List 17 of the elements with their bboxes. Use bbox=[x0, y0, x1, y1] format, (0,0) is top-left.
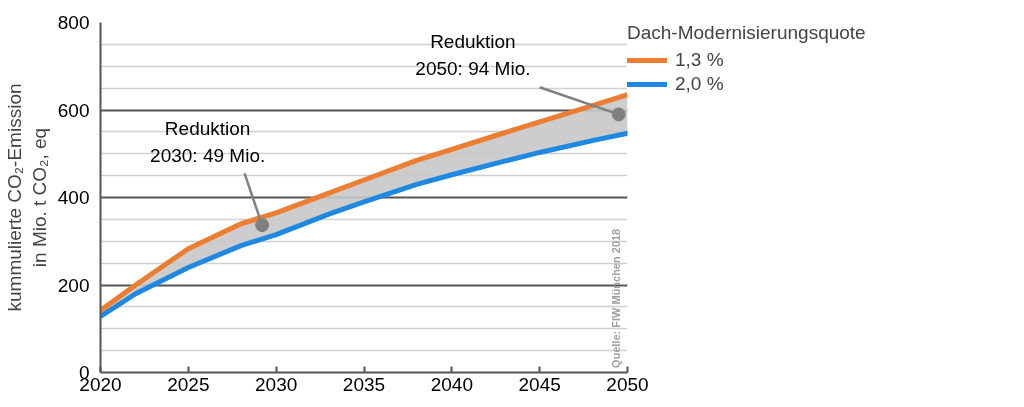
y-tick-label: 800 bbox=[57, 12, 90, 33]
x-tick-label: 2025 bbox=[167, 373, 210, 395]
legend-title: Dach-Modernisierungsquote bbox=[627, 22, 866, 44]
y-tick-label: 200 bbox=[57, 274, 90, 296]
x-tick-label: 2035 bbox=[342, 373, 386, 395]
x-tick-label: 2040 bbox=[430, 373, 473, 395]
x-tick-label: 2030 bbox=[255, 373, 298, 395]
y-tick-label: 400 bbox=[57, 187, 90, 208]
x-tick-label: 2045 bbox=[518, 373, 561, 395]
y-axis-title: kummulierte CO₂-Emission in Mio. t CO₂, eq bbox=[3, 83, 50, 312]
x-tick-label: 2050 bbox=[606, 373, 649, 395]
legend-label: 2,0 % bbox=[675, 73, 724, 95]
annotation: Reduktion 2030: 49 Mio. bbox=[150, 118, 266, 166]
y-tick-label: 600 bbox=[57, 99, 90, 121]
annotation: Quelle: FIW München 2018 bbox=[610, 228, 623, 369]
legend-label: 1,3 % bbox=[675, 49, 724, 71]
annotation: Reduktion 2050: 94 Mio. bbox=[415, 31, 531, 79]
